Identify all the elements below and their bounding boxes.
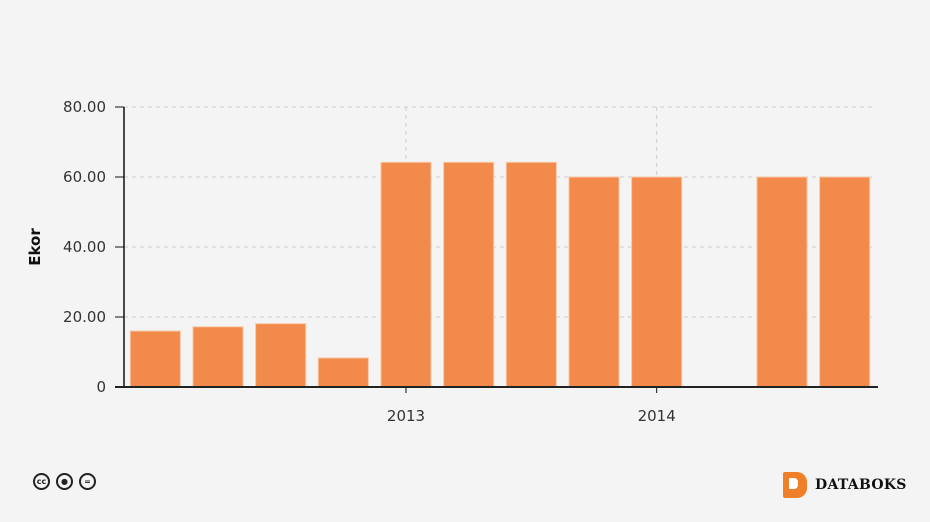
databoks-logo-icon bbox=[783, 472, 807, 498]
license-icons: cc ● = bbox=[33, 473, 96, 490]
bar bbox=[255, 323, 307, 388]
bar bbox=[443, 161, 495, 388]
by-icon: ● bbox=[56, 473, 73, 490]
bar bbox=[505, 161, 557, 388]
bar bbox=[192, 326, 244, 388]
bar bbox=[568, 176, 620, 388]
bar bbox=[631, 176, 683, 388]
bar bbox=[129, 330, 181, 388]
brand-name: DATABOKS bbox=[815, 477, 907, 493]
bar bbox=[756, 176, 808, 388]
y-axis-label: Ekor bbox=[26, 228, 44, 266]
bar bbox=[819, 176, 871, 388]
cc-icon: cc bbox=[33, 473, 50, 490]
y-tick-label: 40.00 bbox=[63, 238, 106, 256]
x-tick-label: 2013 bbox=[387, 407, 425, 425]
databoks-logo: DATABOKS bbox=[783, 472, 907, 498]
bar bbox=[380, 161, 432, 388]
y-tick-label: 0 bbox=[96, 378, 106, 396]
axes: 0 20.00 40.00 60.00 80.00 2013 2014 bbox=[63, 98, 878, 425]
y-tick-label: 80.00 bbox=[63, 98, 106, 116]
x-tick-label: 2014 bbox=[638, 407, 676, 425]
y-tick-label: 20.00 bbox=[63, 308, 106, 326]
bar bbox=[317, 357, 369, 388]
nd-icon: = bbox=[79, 473, 96, 490]
bars bbox=[129, 161, 871, 388]
y-tick-label: 60.00 bbox=[63, 168, 106, 186]
